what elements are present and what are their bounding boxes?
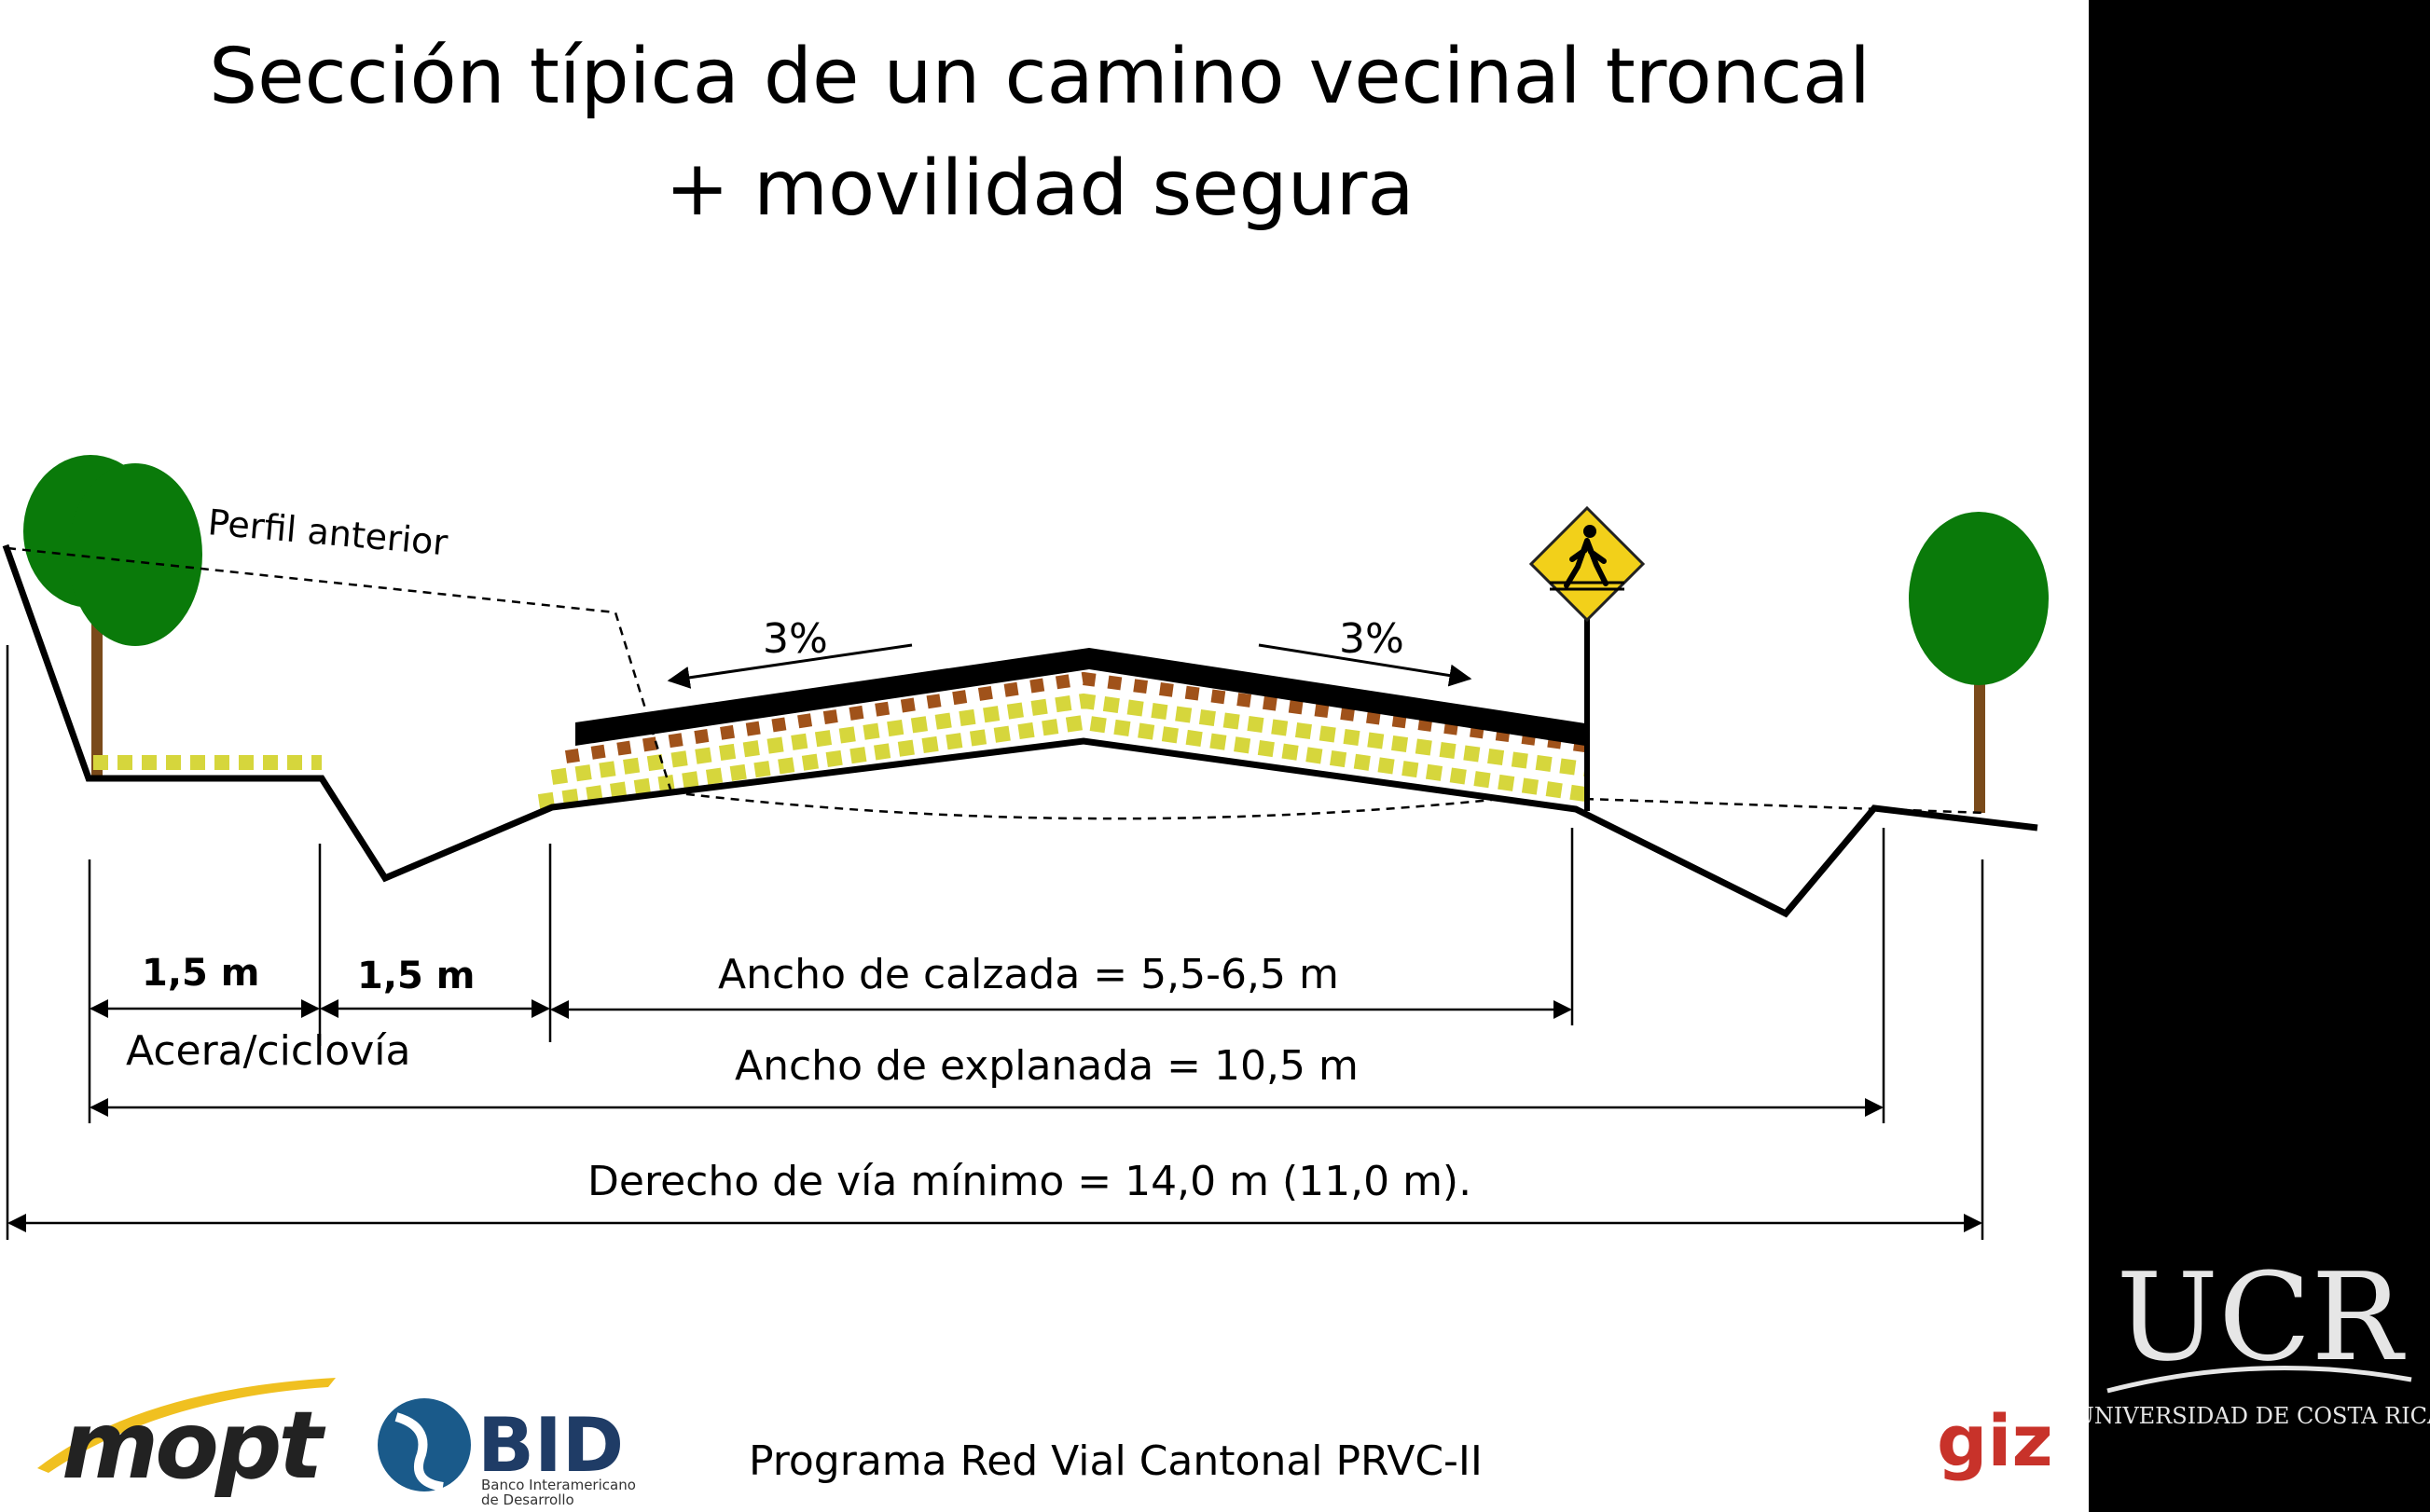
bid-logo-text: BID	[477, 1402, 624, 1489]
previous-profile-line	[7, 546, 673, 793]
dim-ditch-label: 1,5 m	[357, 955, 475, 997]
slope-right-label: 3%	[1339, 615, 1404, 663]
bid-logo-sub1: Banco Interamericano	[481, 1477, 636, 1493]
road-cross-section-diagram: Perfil anterior 3% 3% 1,5 m 1,5 m Ancho …	[2, 455, 2053, 1508]
mopt-logo: mopt	[37, 1378, 336, 1500]
ucr-logo-subtitle: UNIVERSIDAD DE COSTA RICA	[2089, 1403, 2430, 1429]
ground-profile-line	[2, 543, 2038, 918]
program-name: Programa Red Vial Cantonal PRVC-II	[749, 1437, 1483, 1485]
giz-logo: giz	[1937, 1399, 2053, 1482]
previous-profile-label: Perfil anterior	[206, 502, 449, 563]
tree-right-icon	[1909, 512, 2049, 813]
pavement-base-layer-2	[550, 693, 1587, 785]
previous-profile-subgrade	[670, 790, 1493, 820]
pavement-base-layer	[537, 714, 1587, 809]
slide-title-line1: Sección típica de un camino vecinal tron…	[209, 33, 1871, 121]
slope-left-label: 3%	[763, 615, 828, 663]
slope-arrow-right	[1258, 643, 1472, 687]
asphalt-surface-layer	[575, 648, 1585, 746]
tree-left-icon	[23, 455, 202, 778]
previous-profile-right	[1584, 797, 1987, 815]
black-side-panel: UCR UNIVERSIDAD DE COSTA RICA	[2089, 0, 2430, 1512]
dim-sidewalk-label: 1,5 m	[142, 952, 259, 995]
slide-title-line2: + movilidad segura	[665, 144, 1415, 233]
pedestrian-crossing-sign-icon	[1528, 505, 1646, 811]
mopt-logo-text: mopt	[62, 1391, 325, 1500]
bid-logo: BID Banco Interamericano de Desarrollo	[378, 1398, 636, 1508]
slope-arrow-left	[667, 643, 913, 689]
embankment-label: Ancho de explanada = 10,5 m	[735, 1042, 1359, 1090]
bid-logo-sub2: de Desarrollo	[481, 1491, 574, 1508]
ucr-logo: UCR UNIVERSIDAD DE COSTA RICA	[2089, 1246, 2430, 1429]
ucr-logo-text: UCR	[2117, 1246, 2406, 1388]
sidewalk-label: Acera/ciclovía	[126, 1027, 410, 1075]
right-of-way-label: Derecho de vía mínimo = 14,0 m (11,0 m).	[587, 1158, 1471, 1205]
pavement-subbase-layer	[564, 671, 1586, 763]
carriageway-label: Ancho de calzada = 5,5-6,5 m	[718, 951, 1339, 998]
